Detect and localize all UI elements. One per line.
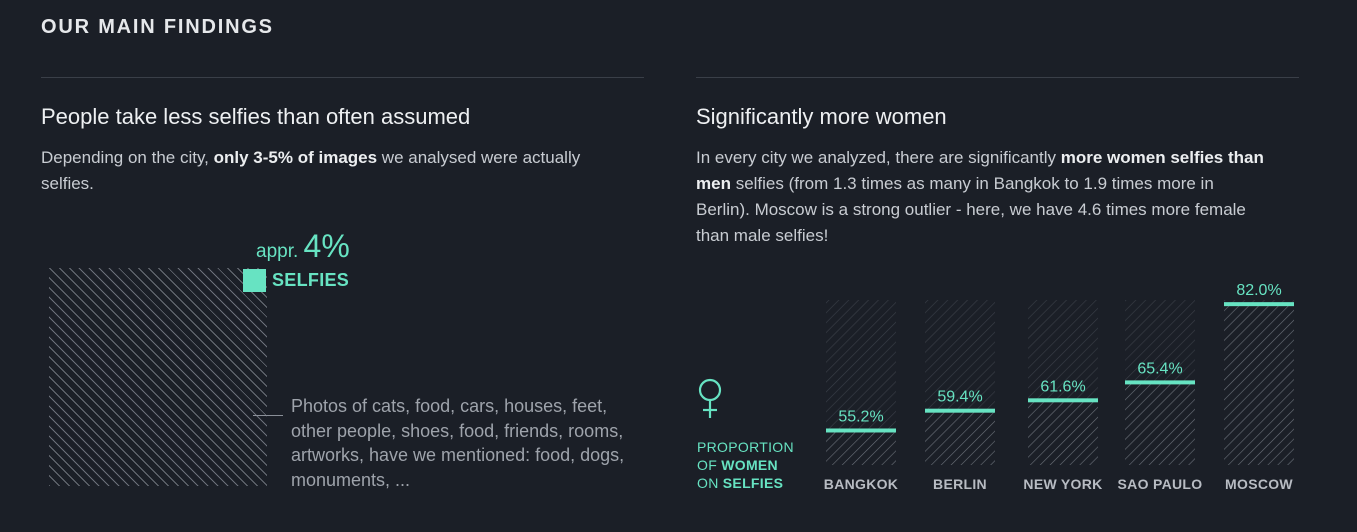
left-heading: People take less selfies than often assu… <box>41 104 471 129</box>
left-para-bold: only 3-5% of images <box>213 148 378 167</box>
selfies-label: SELFIES <box>272 270 350 290</box>
legend-line-2: OF WOMEN <box>697 457 778 473</box>
appr-prefix: appr. <box>256 241 304 262</box>
chart-legend: PROPORTION OF WOMEN ON SELFIES <box>697 438 794 492</box>
category-label: MOSCOW <box>1225 476 1293 492</box>
left-para-suffix: we analysed were actually selfies. <box>41 148 581 193</box>
bar-value-marker <box>1028 398 1098 403</box>
section-title: OUR MAIN FINDINGS <box>41 16 274 38</box>
legend-line-3: ON SELFIES <box>697 475 784 491</box>
bar-value-marker <box>925 408 995 413</box>
right-heading: Significantly more women <box>696 104 947 129</box>
right-divider <box>696 77 1299 78</box>
appr-value: 4% <box>303 228 350 264</box>
bar-value-label: 82.0% <box>1236 282 1281 299</box>
bar-value-marker <box>826 428 896 433</box>
left-paragraph: Depending on the city, only 3-5% of imag… <box>41 145 601 197</box>
right-paragraph: In every city we analyzed, there are sig… <box>696 145 1266 249</box>
left-divider <box>41 77 644 78</box>
category-label: SAO PAULO <box>1118 476 1203 492</box>
bar-value-label: 59.4% <box>937 389 982 406</box>
all-images-box <box>49 268 267 486</box>
bar-value-label: 65.4% <box>1137 360 1182 377</box>
category-label: BERLIN <box>933 476 987 492</box>
legend-line-1: PROPORTION <box>697 439 794 455</box>
selfie-share-label: appr. 4% <box>256 228 350 265</box>
bar-value-label: 61.6% <box>1040 378 1085 395</box>
bar <box>1125 382 1195 465</box>
bar <box>1224 304 1294 465</box>
venus-icon <box>698 378 722 418</box>
category-label: BANGKOK <box>824 476 898 492</box>
bar-value-marker <box>1125 380 1195 385</box>
bars-group: 55.2% BANGKOK 59.4% BERLIN 61.6% NEW YORK 65.4… <box>824 282 1294 492</box>
right-para-bold: more women selfies than men <box>696 148 1264 193</box>
right-para-part2: selfies (from 1.3 times as many in Bangk… <box>696 174 1246 245</box>
bar <box>1028 400 1098 465</box>
other-photos-text: Photos of cats, food, cars, houses, feet… <box>291 396 625 490</box>
bar <box>826 430 896 465</box>
bar-value-marker <box>1224 302 1294 307</box>
leader-line <box>253 415 283 416</box>
bar-value-label: 55.2% <box>838 408 883 425</box>
left-para-prefix: Depending on the city, <box>41 148 214 167</box>
bar <box>925 410 995 465</box>
selfie-share-square <box>243 269 266 292</box>
right-para-part1: In every city we analyzed, there are sig… <box>696 148 1061 167</box>
category-label: NEW YORK <box>1023 476 1102 492</box>
